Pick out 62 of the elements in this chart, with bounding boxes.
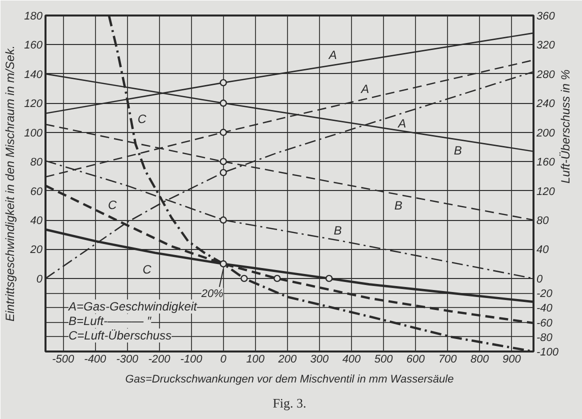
annotation: B=Luft-——— ″ [68, 314, 152, 328]
x-axis-title: Gas=Druckschwankungen vor dem Mischventil in mm Wassersäule [125, 374, 454, 386]
series-label: B [334, 223, 342, 238]
x-tick-label: -100 [180, 354, 204, 366]
y-axis-title: Eintrittsgeschwindigkeit in den Mischraum in m/Sek. [3, 45, 18, 322]
point [220, 79, 227, 86]
y2-tick-label: 160 [536, 156, 556, 169]
point [220, 216, 227, 224]
series-label: C [108, 198, 118, 212]
y2-tick-label: 360 [536, 10, 556, 22]
y2-tick-label: -20 [536, 288, 554, 300]
y-tick-label: 0 [36, 273, 44, 286]
y2-tick-label: 320 [536, 40, 556, 52]
y2-tick-label: 120 [536, 186, 556, 198]
y2-tick-label: 40 [536, 244, 550, 256]
x-tick-label: 300 [310, 354, 330, 366]
series-label: C [142, 262, 152, 276]
y2-tick-label: 0 [536, 273, 544, 286]
x-tick-label: 200 [277, 354, 298, 366]
x-tick-label: 100 [246, 354, 266, 366]
series-label: A [397, 116, 406, 130]
x-tick-label: -200 [148, 354, 172, 366]
y2-tick-label: -40 [536, 302, 554, 315]
series-label: B [394, 198, 402, 213]
y2-tick-label: -60 [536, 317, 554, 330]
x-tick-label: 0 [220, 354, 228, 366]
y2-tick-label: 280 [536, 68, 556, 81]
y-tick-label: 100 [24, 127, 44, 140]
y-tick-label: 120 [24, 98, 44, 110]
y-tick-label: 80 [30, 156, 44, 169]
point [220, 168, 227, 176]
annotation: C=Luft-Überschuss [68, 328, 172, 342]
series-label: B [454, 144, 462, 158]
y2-axis-title: Luft-Überschuss in % [558, 69, 573, 184]
x-tick-label: 900 [502, 354, 522, 366]
caption: Fig. 3. [272, 396, 306, 410]
point [220, 158, 227, 166]
annotation: 20% [200, 288, 224, 300]
x-tick-label: -300 [116, 354, 140, 366]
x-tick-label: -500 [52, 354, 76, 366]
x-tick-label: 400 [342, 354, 362, 366]
x-tick-label: -400 [84, 354, 108, 366]
series-label: A [328, 48, 337, 62]
x-tick-label: 500 [374, 354, 394, 366]
point [220, 128, 227, 136]
annotation: A=Gas-Geschwindigkeit [68, 300, 198, 314]
x-tick-label: 600 [406, 354, 426, 366]
y-tick-label: 140 [24, 68, 44, 81]
x-tick-label: 700 [438, 354, 458, 366]
series-label: A [360, 82, 370, 96]
y-tick-label: 40 [30, 215, 44, 228]
y-tick-label: 20 [29, 244, 44, 256]
y2-tick-label: -80 [536, 332, 554, 344]
x-tick-label: 800 [470, 354, 490, 366]
series-label: C [138, 112, 147, 126]
y2-tick-label: 240 [536, 98, 556, 110]
point [220, 100, 227, 107]
y-tick-label: 180 [24, 10, 44, 22]
y2-tick-label: 80 [536, 215, 550, 228]
y2-tick-label: 200 [536, 127, 556, 140]
y-tick-label: 60 [30, 186, 44, 198]
y-tick-label: 160 [24, 40, 44, 52]
